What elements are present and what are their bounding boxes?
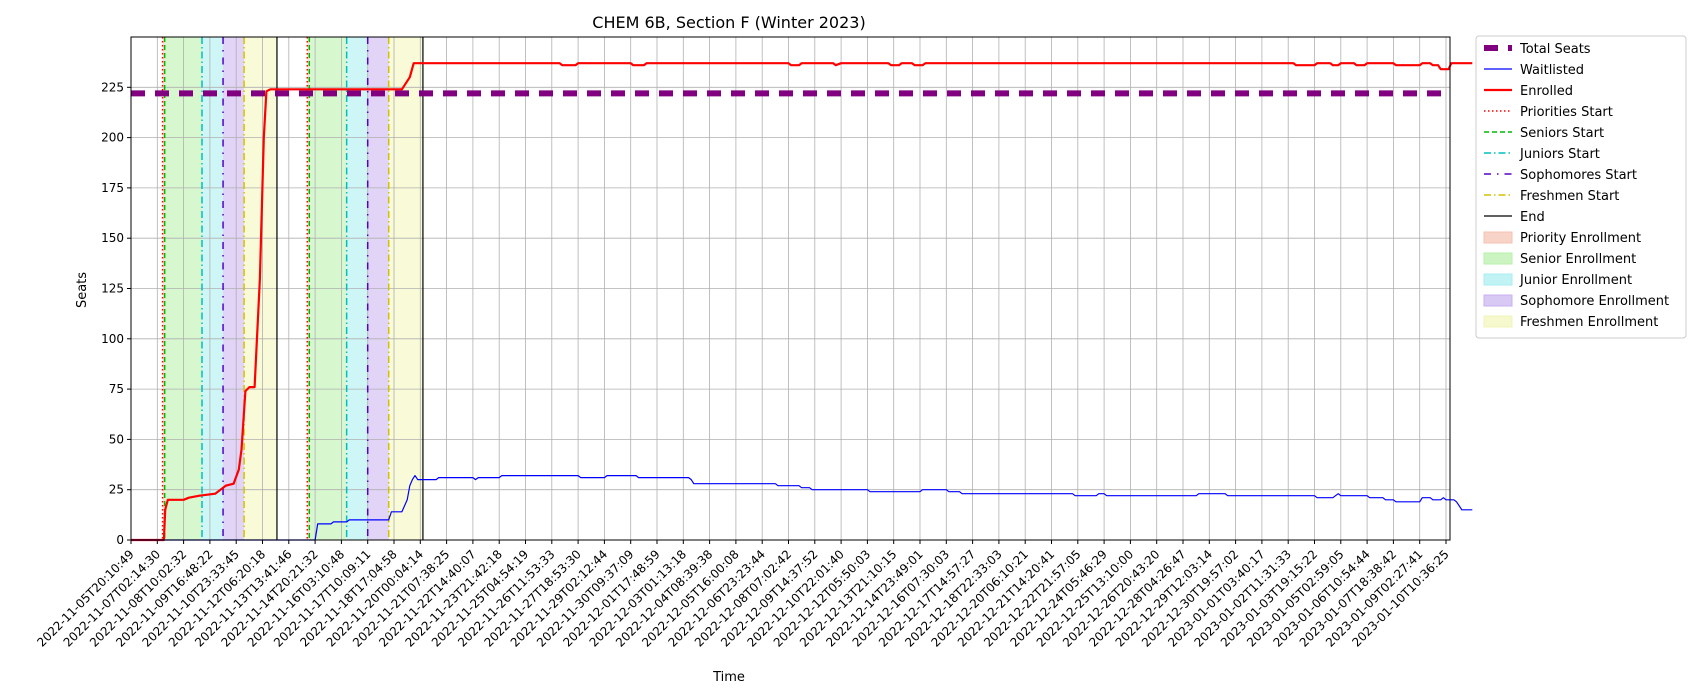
y-tick-label: 200	[101, 131, 124, 145]
legend-swatch	[1483, 273, 1513, 286]
legend-label: Sophomore Enrollment	[1520, 294, 1669, 309]
legend-swatch	[1483, 252, 1513, 265]
y-tick-label: 125	[101, 282, 124, 296]
legend-label: Freshmen Start	[1520, 189, 1619, 204]
legend-label: End	[1520, 210, 1545, 225]
legend-entry: Sophomores Start	[1484, 168, 1637, 183]
legend-label: Enrolled	[1520, 84, 1573, 99]
legend-label: Waitlisted	[1520, 63, 1584, 78]
y-axis-title: Seats	[75, 272, 90, 308]
legend-label: Priorities Start	[1520, 105, 1613, 120]
series-enrolled	[131, 62, 1473, 542]
legend-swatch	[1483, 231, 1513, 244]
y-tick-label: 100	[101, 332, 124, 346]
legend-swatch	[1483, 294, 1513, 307]
legend-entry: Enrolled	[1484, 84, 1573, 99]
legend-label: Juniors Start	[1519, 147, 1600, 162]
legend-entry: Seniors Start	[1484, 126, 1604, 141]
data-series	[131, 62, 1473, 542]
legend-entry: Freshmen Enrollment	[1483, 315, 1658, 330]
legend-entry: Sophomore Enrollment	[1483, 294, 1669, 309]
y-tick-label: 75	[109, 382, 124, 396]
y-tick-label: 175	[101, 181, 124, 195]
legend-entry: Senior Enrollment	[1483, 252, 1636, 267]
legend-label: Senior Enrollment	[1520, 252, 1636, 267]
legend-entry: Total Seats	[1484, 42, 1591, 57]
legend-entry: Priority Enrollment	[1483, 231, 1641, 246]
period-markers	[161, 37, 424, 540]
x-axis-title: Time	[712, 670, 745, 685]
y-tick-label: 150	[101, 231, 124, 245]
legend-swatch	[1483, 315, 1513, 328]
legend: Total Seats Waitlisted Enrolled Priorities …	[1475, 35, 1687, 339]
legend-entry: Junior Enrollment	[1483, 273, 1632, 288]
y-tick-label: 25	[109, 483, 124, 497]
y-tick-label: 50	[109, 432, 124, 446]
series-waitlisted	[131, 475, 1473, 541]
legend-entry: Waitlisted	[1484, 63, 1584, 78]
legend-label: Total Seats	[1519, 42, 1591, 57]
legend-entry: End	[1484, 210, 1545, 225]
legend-label: Seniors Start	[1520, 126, 1604, 141]
y-tick-label: 225	[101, 80, 124, 94]
legend-entry: Juniors Start	[1484, 147, 1600, 162]
y-axis-ticks: 0 25 50 75 100 125 150 175 200 225	[101, 80, 131, 547]
legend-label: Junior Enrollment	[1519, 273, 1632, 288]
x-axis-ticks: 2022-11-05T20:10:492022-11-07T02:14:3020…	[34, 540, 1452, 650]
legend-label: Freshmen Enrollment	[1520, 315, 1658, 330]
legend-box	[1475, 35, 1687, 339]
y-tick-label: 0	[116, 533, 124, 547]
legend-label: Priority Enrollment	[1520, 231, 1641, 246]
legend-entry: Freshmen Start	[1484, 189, 1619, 204]
legend-label: Sophomores Start	[1520, 168, 1637, 183]
legend-entry: Priorities Start	[1484, 105, 1613, 120]
chart-title: CHEM 6B, Section F (Winter 2023)	[592, 13, 865, 32]
